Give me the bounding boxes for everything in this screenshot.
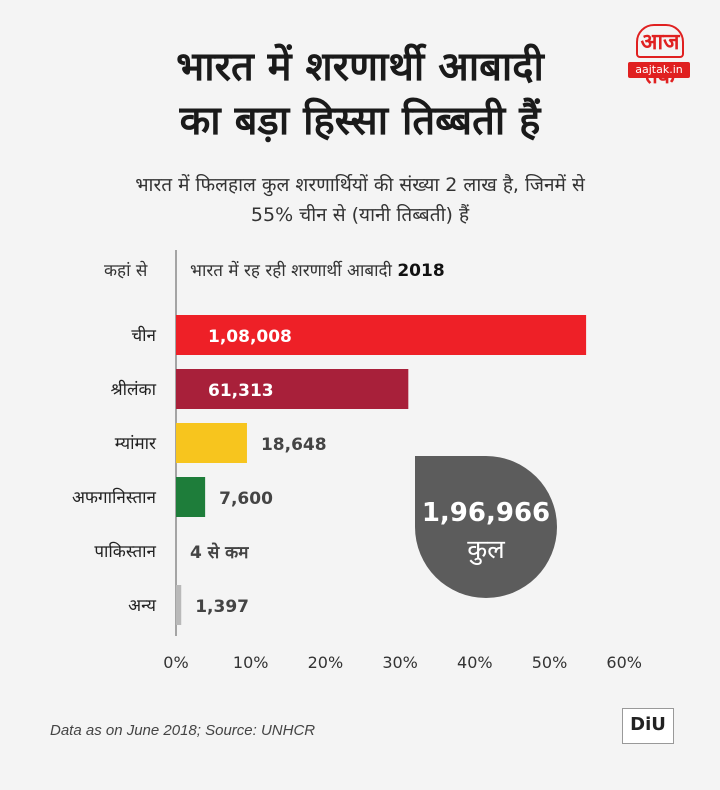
total-value: 1,96,966 — [421, 498, 551, 528]
bar — [176, 315, 587, 355]
title-line-1: भारत में शरणार्थी आबादी — [176, 44, 544, 90]
data-label: 18,648 — [261, 435, 327, 455]
category-label: चीन — [131, 325, 156, 346]
category-label: श्रीलंका — [111, 379, 157, 400]
total-label: कुल — [467, 535, 505, 565]
subtitle-line-1: भारत में फिलहाल कुल शरणार्थियों की संख्य… — [135, 174, 585, 196]
aajtak-logo: आज तक aajtak.in — [628, 24, 690, 89]
bar — [176, 585, 182, 625]
category-label: म्यांमार — [115, 434, 157, 454]
bar — [176, 369, 409, 409]
chart-title: भारत में शरणार्थी आबादी का बड़ा हिस्सा त… — [0, 40, 720, 148]
value-column-header-year: 2018 — [397, 261, 445, 281]
value-column-header-text: भारत में रह रही शरणार्थी आबादी — [190, 261, 392, 281]
diu-logo: DiU — [622, 708, 674, 744]
data-label: 4 से कम — [190, 542, 249, 563]
chart-subtitle: भारत में फिलहाल कुल शरणार्थियों की संख्य… — [40, 170, 680, 230]
x-tick-label: 0% — [163, 653, 188, 672]
bar — [176, 477, 206, 517]
value-column-header: भारत में रह रही शरणार्थी आबादी 2018 — [190, 258, 445, 281]
subtitle-line-2: 55% चीन से (यानी तिब्बती) हैं — [250, 204, 470, 226]
data-label: 7,600 — [219, 489, 273, 509]
total-badge: 1,96,966 कुल — [415, 456, 557, 598]
x-tick-label: 30% — [382, 653, 418, 672]
x-tick-label: 40% — [457, 653, 493, 672]
title-line-2: का बड़ा हिस्सा तिब्बती हैं — [179, 98, 541, 144]
x-tick-label: 60% — [606, 653, 642, 672]
source-note: Data as on June 2018; Source: UNHCR — [50, 722, 316, 739]
data-label: 1,08,008 — [208, 327, 292, 347]
x-tick-label: 50% — [532, 653, 568, 672]
data-label: 1,397 — [195, 597, 249, 617]
category-label: अफगानिस्तान — [72, 487, 157, 508]
category-label: पाकिस्तान — [94, 541, 156, 562]
aajtak-logo-mark: आज तक — [636, 24, 684, 89]
aajtak-logo-site: aajtak.in — [628, 62, 690, 78]
x-tick-label: 10% — [233, 653, 269, 672]
bar — [176, 423, 247, 463]
category-column-header: कहां से — [104, 261, 148, 281]
bar-chart: चीन 1,08,008 श्रीलंका 61,313 म्यांमार 18,648 अ… — [72, 250, 642, 672]
data-label: 61,313 — [208, 381, 274, 401]
category-label: अन्य — [128, 596, 157, 616]
x-tick-label: 20% — [308, 653, 344, 672]
